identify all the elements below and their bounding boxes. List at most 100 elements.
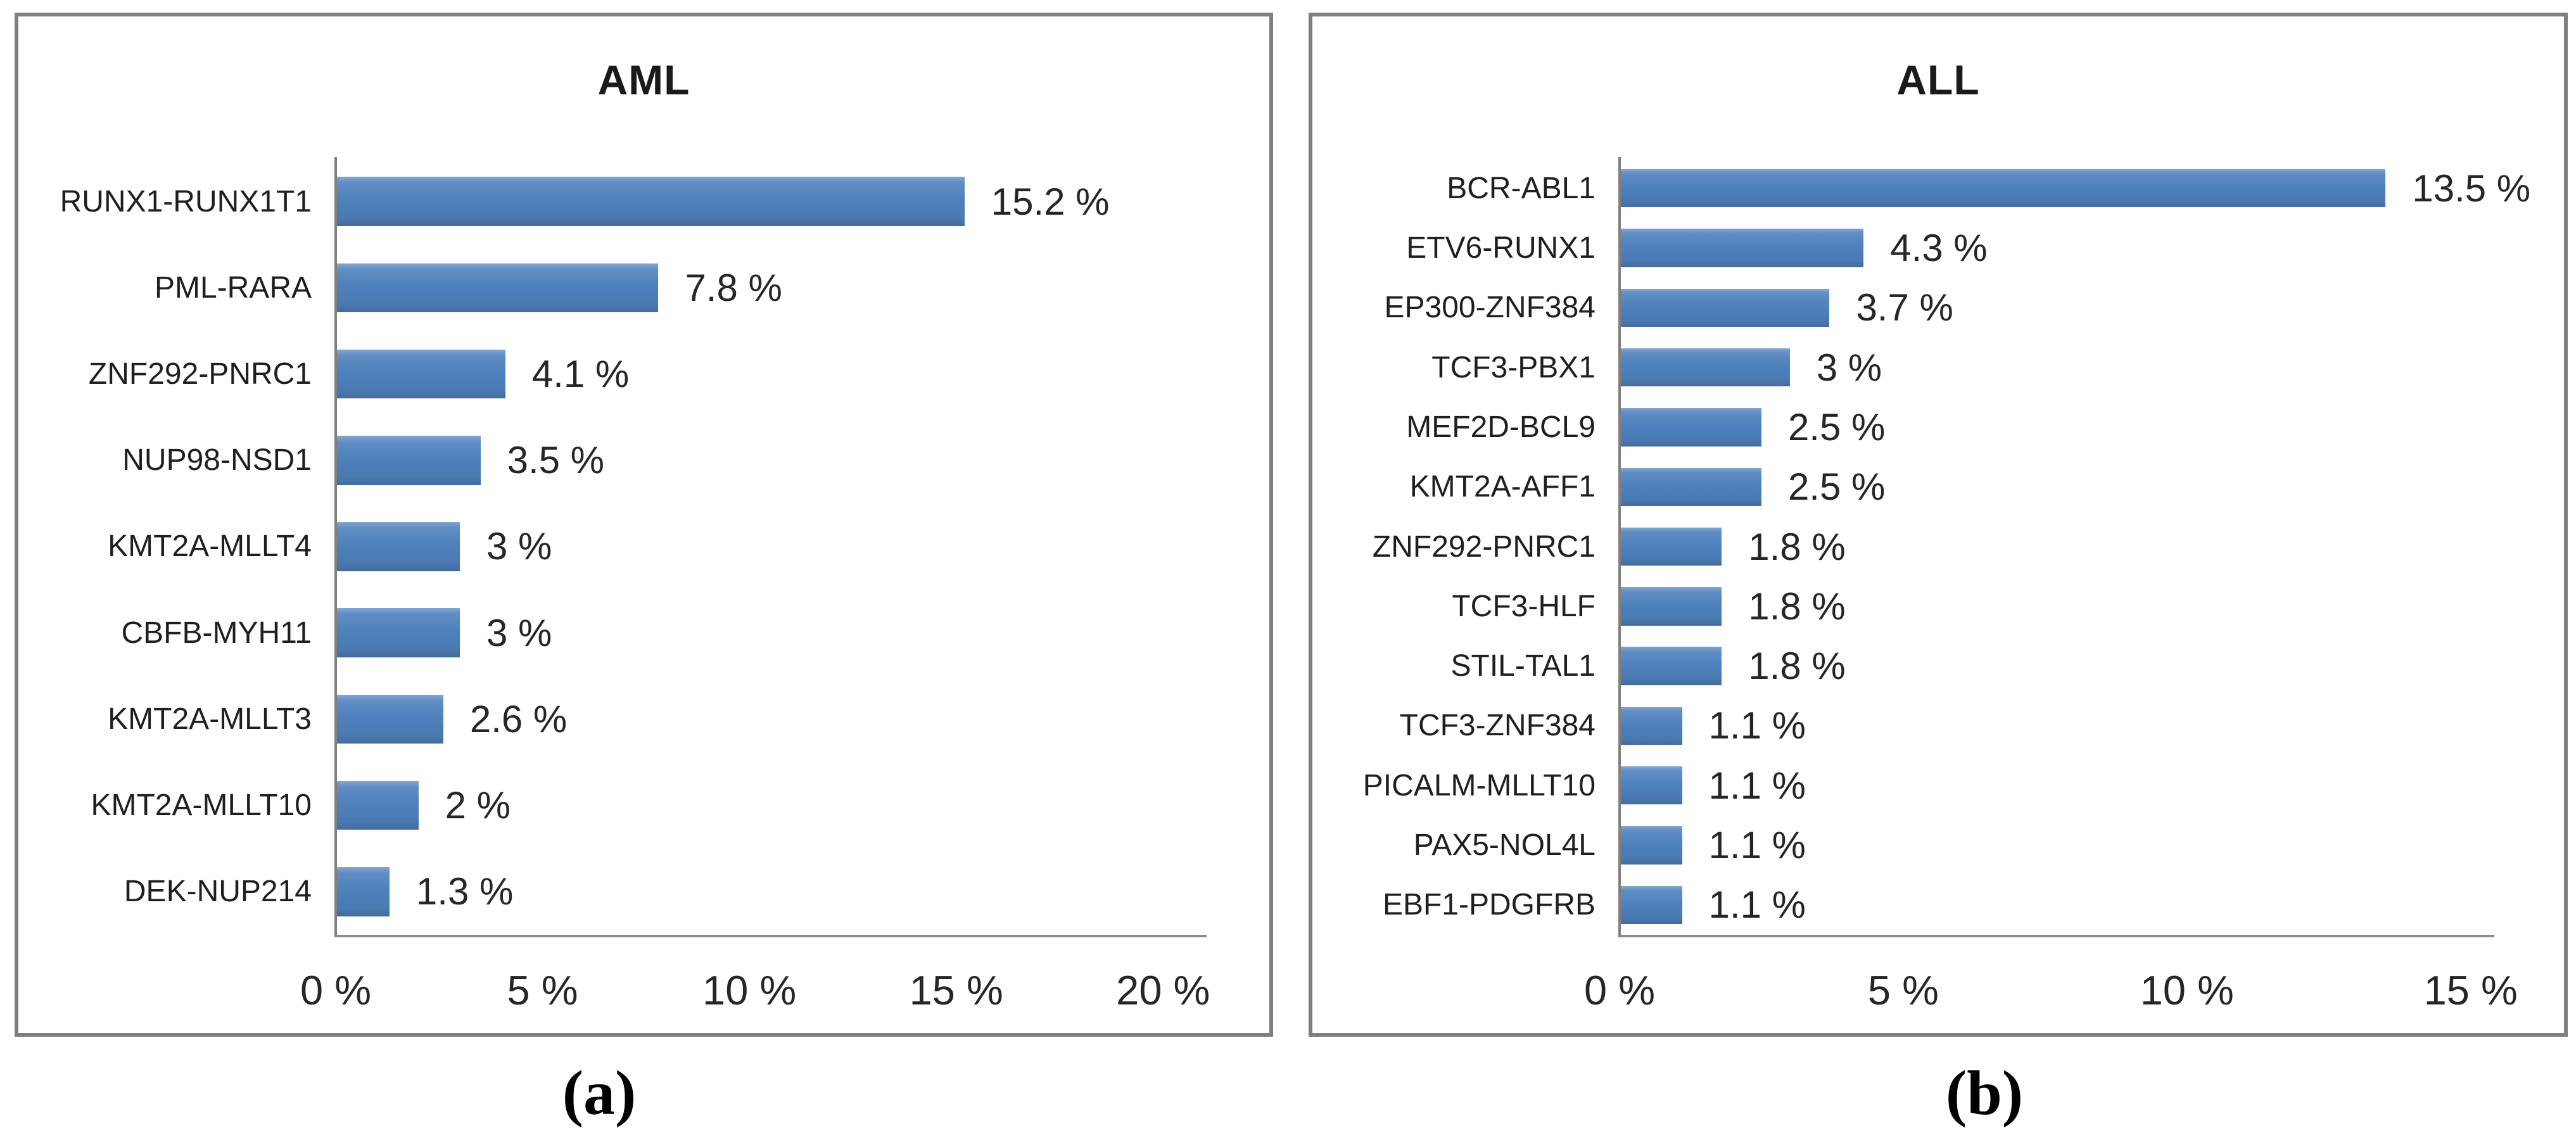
- value-label: 1.8 %: [1748, 585, 1846, 628]
- bar-zone: 1.1 %: [1620, 815, 2494, 875]
- bar: [1620, 288, 1830, 327]
- bar-zone: 4.1 %: [336, 331, 1207, 417]
- bar-zone: 3.7 %: [1620, 278, 2494, 338]
- chart-panel-all: ALL BCR-ABL1 13.5 % ETV6-RUNX1 4.3 % EP3…: [1309, 13, 2568, 1037]
- value-label: 3 %: [1816, 346, 1882, 389]
- bar: [1620, 408, 1761, 446]
- category-label: PAX5-NOL4L: [1413, 828, 1596, 863]
- category-label: KMT2A-MLLT3: [108, 702, 312, 736]
- chart-title-aml: AML: [597, 56, 690, 103]
- category-axis-line: [334, 157, 337, 937]
- bar-row: CBFB-MYH11 3 %: [18, 590, 1207, 676]
- bar-row: PAX5-NOL4L 1.1 %: [1312, 815, 2494, 875]
- bar-row: KMT2A-AFF1 2.5 %: [1312, 457, 2494, 517]
- subfigure-label-b: (b): [1945, 1058, 2024, 1128]
- value-label: 2 %: [445, 784, 511, 827]
- chart-panel-aml: AML RUNX1-RUNX1T1 15.2 % PML-RARA 7.8 % …: [15, 13, 1273, 1037]
- value-label: 3.5 %: [507, 439, 605, 482]
- bar: [1620, 527, 1722, 566]
- value-label: 3.7 %: [1856, 286, 1953, 329]
- bar-row: STIL-TAL1 1.8 %: [1312, 636, 2494, 696]
- x-tick-label: 15 %: [2423, 967, 2518, 1013]
- bar: [336, 349, 505, 399]
- bars-area: BCR-ABL1 13.5 % ETV6-RUNX1 4.3 % EP300-Z…: [1312, 158, 2530, 935]
- category-label: CBFB-MYH11: [121, 616, 312, 650]
- x-axis-ticks: 0 % 5 % 10 % 15 %: [1584, 953, 2518, 1029]
- category-label: MEF2D-BCL9: [1406, 410, 1596, 444]
- value-label: 1.1 %: [1708, 884, 1806, 927]
- category-label: ETV6-RUNX1: [1406, 231, 1596, 265]
- bar-row: DEK-NUP214 1.3 %: [18, 849, 1207, 935]
- bar-row: TCF3-PBX1 3 %: [1312, 338, 2494, 397]
- value-label: 1.1 %: [1708, 824, 1806, 867]
- value-label: 13.5 %: [2412, 167, 2531, 210]
- x-axis-line: [336, 935, 1207, 937]
- bar: [336, 522, 460, 571]
- bar-zone: 1.1 %: [1620, 756, 2494, 815]
- bar-row: MEF2D-BCL9 2.5 %: [1312, 397, 2494, 457]
- x-tick-label: 15 %: [909, 967, 1003, 1013]
- x-axis-ticks: 0 % 5 % 10 % 15 % 20 %: [300, 953, 1210, 1029]
- bar: [336, 608, 460, 658]
- value-label: 1.8 %: [1748, 645, 1846, 688]
- bar: [1620, 706, 1682, 745]
- x-tick-label: 5 %: [507, 967, 578, 1013]
- value-label: 2.5 %: [1787, 466, 1886, 509]
- bar-zone: 1.8 %: [1620, 517, 2494, 576]
- category-label: RUNX1-RUNX1T1: [60, 184, 312, 218]
- bar-zone: 1.8 %: [1620, 636, 2494, 696]
- bar-row: PICALM-MLLT10 1.1 %: [1312, 756, 2494, 815]
- bar-zone: 4.3 %: [1620, 218, 2494, 277]
- value-label: 15.2 %: [991, 180, 1110, 223]
- category-label: STIL-TAL1: [1450, 649, 1596, 683]
- bar-row: TCF3-HLF 1.8 %: [1312, 576, 2494, 636]
- category-label: TCF3-ZNF384: [1399, 709, 1596, 743]
- bar: [336, 780, 419, 830]
- x-tick-label: 20 %: [1116, 967, 1210, 1013]
- value-label: 2.6 %: [469, 697, 568, 740]
- category-label: ZNF292-PNRC1: [88, 357, 312, 391]
- bar-zone: 7.8 %: [336, 244, 1207, 331]
- bars-area: RUNX1-RUNX1T1 15.2 % PML-RARA 7.8 % ZNF2…: [18, 158, 1207, 935]
- bar: [1620, 826, 1682, 864]
- bar-zone: 3.5 %: [336, 417, 1207, 504]
- bar-zone: 3 %: [336, 504, 1207, 590]
- value-label: 7.8 %: [685, 266, 782, 309]
- bar: [1620, 766, 1682, 805]
- bar-zone: 3 %: [336, 590, 1207, 676]
- value-label: 2.5 %: [1787, 405, 1886, 448]
- x-tick-label: 0 %: [300, 967, 372, 1013]
- bar-zone: 1.1 %: [1620, 696, 2494, 756]
- category-label: EBF1-PDGFRB: [1382, 888, 1596, 922]
- bar: [336, 263, 659, 313]
- bar-zone: 2.6 %: [336, 676, 1207, 762]
- bar-zone: 3 %: [1620, 338, 2494, 397]
- value-label: 3 %: [486, 611, 552, 654]
- category-label: EP300-ZNF384: [1384, 291, 1596, 325]
- category-label: TCF3-PBX1: [1431, 350, 1596, 384]
- bar-row: EP300-ZNF384 3.7 %: [1312, 278, 2494, 338]
- category-label: BCR-ABL1: [1447, 171, 1596, 205]
- category-label: KMT2A-MLLT4: [108, 529, 312, 564]
- value-label: 1.8 %: [1748, 525, 1846, 568]
- bar: [1620, 647, 1722, 685]
- bar-zone: 1.1 %: [1620, 875, 2494, 935]
- bar: [336, 435, 481, 485]
- bar-zone: 2 %: [336, 763, 1207, 849]
- value-label: 1.1 %: [1708, 764, 1806, 807]
- bar-row: ZNF292-PNRC1 4.1 %: [18, 331, 1207, 417]
- category-label: KMT2A-AFF1: [1409, 470, 1596, 504]
- bar-row: RUNX1-RUNX1T1 15.2 %: [18, 158, 1207, 244]
- bar-row: EBF1-PDGFRB 1.1 %: [1312, 875, 2494, 935]
- bar: [1620, 229, 1864, 267]
- bar: [1620, 168, 2386, 208]
- value-label: 3 %: [486, 525, 552, 568]
- bar-row: PML-RARA 7.8 %: [18, 244, 1207, 331]
- category-label: NUP98-NSD1: [122, 443, 312, 478]
- value-label: 1.1 %: [1708, 704, 1806, 747]
- x-tick-label: 10 %: [2140, 967, 2234, 1013]
- bar-row: KMT2A-MLLT4 3 %: [18, 504, 1207, 590]
- bar-row: KMT2A-MLLT10 2 %: [18, 763, 1207, 849]
- x-axis-line: [1620, 935, 2494, 937]
